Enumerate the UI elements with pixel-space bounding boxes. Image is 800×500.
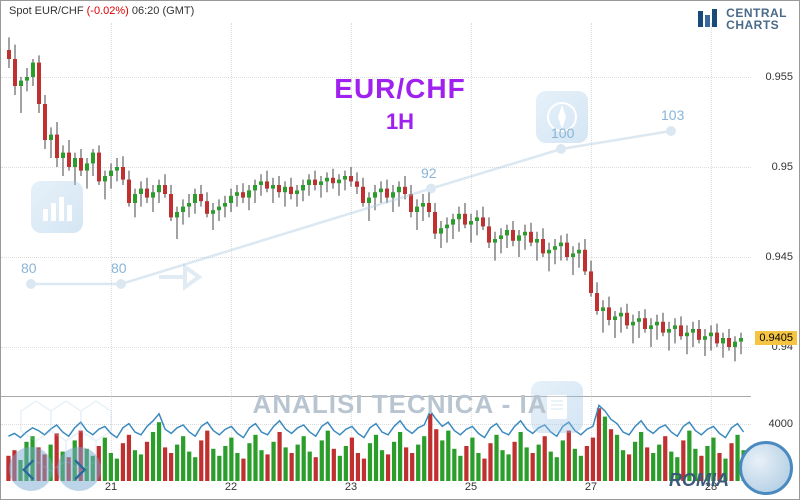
change-label: (-0.02%) [87,5,129,17]
overlay-value-label: 80 [21,260,37,276]
avatar[interactable] [739,441,793,495]
logo: CENTRAL CHARTS [696,7,787,31]
y-tick-label: 0.95 [772,161,793,173]
time-label: 06:20 (GMT) [132,5,194,17]
overlay-value-label: 92 [421,165,437,181]
y-tick-label: 0.945 [765,251,793,263]
nav-circles [9,447,101,491]
logo-line2: CHARTS [726,19,787,31]
volume-y-tick: 4000 [769,418,793,430]
overlay-value-label: 80 [111,260,127,276]
pair-title: EUR/CHF [334,73,465,105]
y-tick-label: 0.955 [765,71,793,83]
current-price-badge: 0.9405 [755,331,797,345]
romia-label: ROMIA [669,470,729,491]
y-axis: 0.940.9450.950.9550.9405 [749,23,799,383]
nav-prev-button[interactable] [9,447,53,491]
symbol-label: Spot EUR/CHF [9,5,84,17]
logo-icon [696,7,720,31]
x-tick-label: 22 [225,481,237,493]
nav-next-button[interactable] [57,447,101,491]
overlay-value-label: 100 [551,125,574,141]
x-tick-label: 27 [585,481,597,493]
timeframe-title: 1H [386,109,414,135]
x-tick-label: 23 [345,481,357,493]
chart-container: Spot EUR/CHF (-0.02%) 06:20 (GMT) CENTRA… [0,0,800,500]
overlay-value-label: 103 [661,107,684,123]
analysis-title: ANALISI TECNICA - IA [253,389,548,420]
chart-header: Spot EUR/CHF (-0.02%) 06:20 (GMT) [9,5,194,17]
x-tick-label: 25 [465,481,477,493]
